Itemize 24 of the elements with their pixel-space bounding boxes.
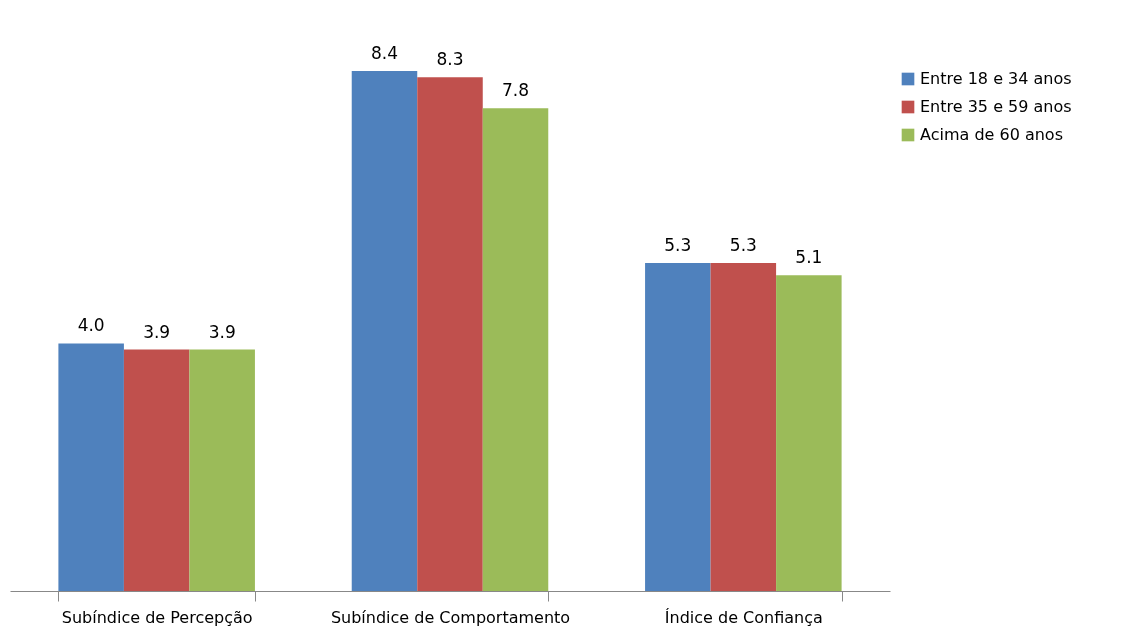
data-label: 3.9 [208,321,236,342]
data-label: 8.4 [370,43,399,63]
bar [123,349,190,591]
bar [417,77,483,591]
legend-label: Entre 18 e 34 anos [920,69,1072,88]
x-tick-label: Subíndice de Percepção [61,607,253,627]
bar [58,343,124,591]
legend-label: Entre 35 e 59 anos [920,97,1072,116]
data-label: 5.1 [795,247,823,268]
data-label: 7.8 [501,80,530,101]
data-label: 5.3 [664,234,692,255]
bar [710,262,777,591]
data-label: 4.0 [77,315,105,336]
data-label: 3.9 [143,321,171,342]
bar [189,349,255,591]
legend-label: Acima de 60 anos [920,125,1063,144]
bar [776,275,842,591]
bar [645,262,711,591]
bar [482,108,549,591]
data-label: 5.3 [729,234,757,255]
x-tick-label: Índice de Confiança [664,607,823,627]
bar [351,71,418,591]
x-tick-label: Subíndice de Comportamento [330,607,571,627]
data-label: 8.3 [436,49,464,70]
